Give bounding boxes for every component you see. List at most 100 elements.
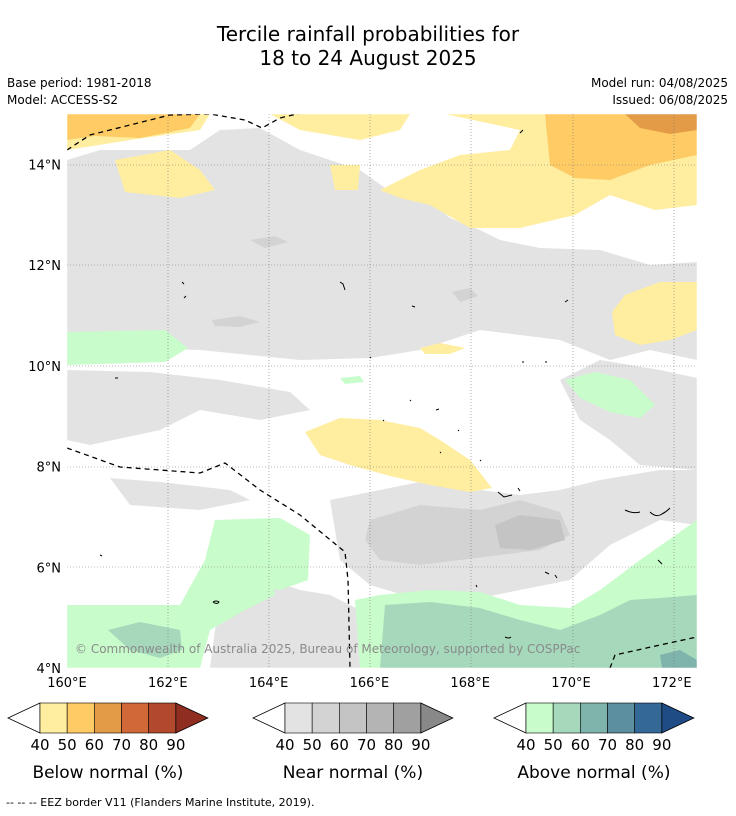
islands — [99, 129, 671, 639]
below-normal-region-60 — [625, 114, 697, 134]
x-tick-label: 170°E — [551, 676, 591, 691]
y-tick-label: 8°N — [37, 461, 62, 476]
gridlines — [67, 114, 697, 668]
colorbar-swatch — [634, 702, 663, 734]
model-run: Model run: 04/08/2025 — [590, 76, 728, 90]
y-tick-label: 14°N — [28, 158, 61, 173]
colorbar-title: Below normal (%) — [32, 763, 183, 783]
near-normal-region-dark — [250, 236, 288, 248]
eez-border — [67, 114, 300, 151]
y-tick-label: 4°N — [37, 662, 62, 677]
axis-ticks: 160°E 162°E 164°E 166°E 168°E 170°E 172°E 4°N 6°… — [28, 158, 691, 691]
colorbar-swatch — [94, 702, 122, 734]
near-normal-region-dark — [452, 288, 478, 302]
colorbar-swatch — [121, 702, 149, 734]
colorbar-right-arrow — [175, 702, 209, 734]
island — [99, 305, 558, 639]
colorbars: 40 50 60 70 80 90 Below normal (%) 40 50 60 70 80 90… — [7, 702, 695, 783]
y-tick-label: 6°N — [37, 561, 62, 576]
x-tick-label: 168°E — [450, 676, 490, 691]
near-normal-region — [110, 478, 250, 510]
colorbar-tick-label: 70 — [112, 736, 131, 754]
colorbar-swatch — [284, 702, 313, 734]
colorbar-tick-label: 50 — [58, 736, 77, 754]
colorbar-swatch — [607, 702, 635, 734]
colorbar-tick-label: 90 — [411, 736, 430, 754]
colorbar-tick-label: 60 — [571, 736, 590, 754]
island — [624, 507, 671, 517]
colorbar-tick-label: 80 — [625, 736, 644, 754]
copyright-text: © Commonwealth of Australia 2025, Bureau… — [75, 642, 580, 656]
colorbar-tick-label: 40 — [275, 736, 294, 754]
below-normal-region — [115, 150, 215, 198]
colorbar-swatch — [366, 702, 394, 734]
base-period: Base period: 1981-2018 — [7, 76, 152, 90]
island — [409, 399, 663, 565]
colorbar-left-arrow — [493, 702, 527, 734]
below-normal-region — [612, 282, 697, 345]
colorbar-swatch — [580, 702, 608, 734]
x-tick-label: 162°E — [148, 676, 188, 691]
eez-border — [609, 636, 697, 668]
colorbar-left-arrow — [7, 702, 41, 734]
colorbar-tick-label: 50 — [544, 736, 563, 754]
colorbar-right-arrow — [661, 702, 695, 734]
above-normal-region-50 — [108, 622, 182, 658]
below-normal-region — [330, 165, 360, 190]
colorbar-swatch — [552, 702, 581, 734]
x-tick-label: 164°E — [249, 676, 289, 691]
title-line-2: 18 to 24 August 2025 — [259, 46, 477, 70]
colorbar-tick-label: 50 — [303, 736, 322, 754]
colorbar-tick-label: 80 — [384, 736, 403, 754]
chart-title: Tercile rainfall probabilities for 18 to… — [0, 22, 736, 70]
colorbar-swatch — [339, 702, 367, 734]
colorbar-tick-label: 90 — [166, 736, 185, 754]
issued-date: Issued: 06/08/2025 — [612, 93, 728, 107]
island — [519, 129, 569, 363]
above-normal-region — [67, 330, 188, 365]
colorbar-swatch — [66, 702, 95, 734]
colorbar-swatch — [148, 702, 177, 734]
x-tick-label: 166°E — [350, 676, 390, 691]
model-name: Model: ACCESS-S2 — [7, 93, 119, 107]
near-normal-region — [67, 370, 310, 445]
colorbar-swatch — [525, 702, 554, 734]
colorbar-title: Above normal (%) — [517, 763, 670, 783]
colorbar-tick-label: 80 — [139, 736, 158, 754]
near-normal-region-dark — [212, 316, 260, 327]
colorbar-swatch — [311, 702, 340, 734]
colorbar-right-arrow — [420, 702, 454, 734]
plot-frame — [66, 113, 698, 669]
above-normal-region — [340, 376, 364, 384]
meta-left: Base period: 1981-2018 Model: ACCESS-S2 — [7, 75, 152, 109]
eez-borders — [67, 114, 697, 668]
below-normal-region — [305, 418, 492, 492]
colorbar-title: Near normal (%) — [283, 763, 423, 783]
colorbar-swatch — [39, 702, 68, 734]
below-normal-region — [420, 343, 465, 354]
colorbar-left-arrow — [252, 702, 286, 734]
title-line-1: Tercile rainfall probabilities for — [216, 22, 520, 46]
colorbar-tick-label: 90 — [652, 736, 671, 754]
colorbar-tick-label: 40 — [516, 736, 535, 754]
y-tick-label: 12°N — [28, 259, 61, 274]
colorbar-swatch — [393, 702, 422, 734]
x-tick-label: 160°E — [47, 676, 87, 691]
map-field: © Commonwealth of Australia 2025, Bureau… — [67, 114, 697, 668]
meta-right: Model run: 04/08/2025 Issued: 06/08/2025 — [591, 75, 728, 109]
near-normal-region — [67, 128, 697, 360]
y-tick-label: 10°N — [28, 360, 61, 375]
eez-footnote: -- -- -- EEZ border V11 (Flanders Marine… — [6, 796, 315, 809]
above-normal-region — [565, 372, 655, 418]
island — [181, 281, 346, 299]
colorbar-tick-label: 60 — [85, 736, 104, 754]
above-normal-region-50 — [380, 595, 697, 668]
below-normal-region-50 — [67, 114, 200, 140]
eez-border — [67, 447, 351, 668]
colorbar-tick-label: 70 — [357, 736, 376, 754]
island — [212, 600, 220, 604]
x-tick-label: 172°E — [652, 676, 692, 691]
colorbar-tick-label: 70 — [598, 736, 617, 754]
below-normal-region — [270, 114, 410, 140]
